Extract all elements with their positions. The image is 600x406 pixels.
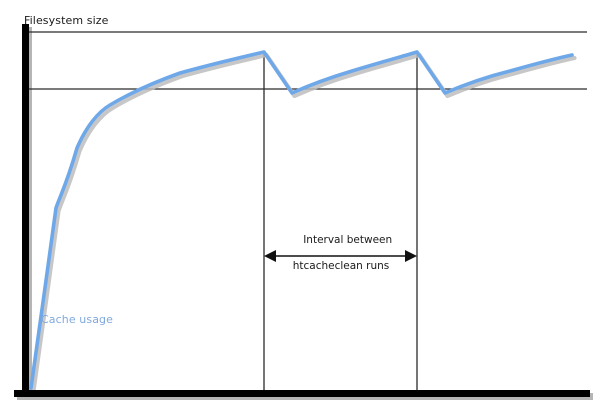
cache-usage-curve: [29, 50, 574, 390]
interval-arrow: [264, 250, 417, 262]
y-axis: [22, 24, 29, 392]
x-axis: [14, 390, 590, 397]
filesystem-size-label: Filesystem size: [24, 14, 109, 27]
interval-annotation-label: Interval between htcacheclean runs: [266, 221, 416, 299]
interval-label-line-1: Interval between: [303, 234, 393, 246]
cache-usage-curve-group: [29, 50, 577, 394]
cache-usage-label: Cache usage: [41, 313, 113, 326]
axes-group: [14, 24, 590, 397]
interval-arrow-head-left: [264, 250, 276, 262]
interval-label-line-2: htcacheclean runs: [292, 260, 390, 272]
interval-arrow-head-right: [405, 250, 417, 262]
axis-shadow-group: [17, 27, 593, 400]
